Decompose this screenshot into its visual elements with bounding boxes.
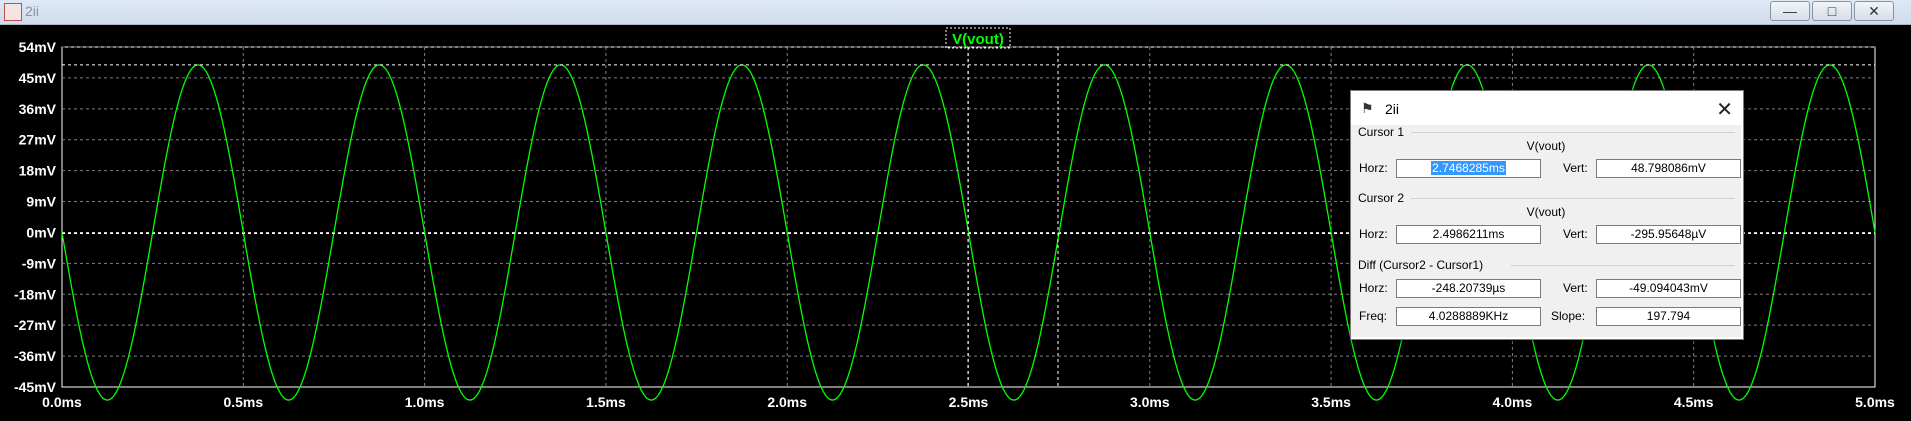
window-titlebar: 2ii — □ ✕ bbox=[0, 0, 1911, 25]
dialog-close-icon[interactable]: ✕ bbox=[1716, 99, 1733, 121]
cursor1-horz-label: Horz: bbox=[1359, 161, 1388, 175]
cursor2-vert-field[interactable]: -295.95648µV bbox=[1596, 225, 1741, 244]
cursor1-vert-label: Vert: bbox=[1563, 161, 1588, 175]
cursor1-horz-field[interactable]: 2.7468285ms bbox=[1396, 159, 1541, 178]
divider bbox=[1511, 265, 1735, 266]
x-tick-label: 1.5ms bbox=[586, 394, 626, 410]
maximize-button[interactable]: □ bbox=[1812, 1, 1852, 21]
trace-label: V(vout) bbox=[952, 31, 1004, 48]
close-icon: ✕ bbox=[1868, 2, 1880, 19]
app-icon bbox=[4, 3, 22, 21]
cursor2-horz-field[interactable]: 2.4986211ms bbox=[1396, 225, 1541, 244]
diff-vert-label: Vert: bbox=[1563, 281, 1588, 295]
close-button[interactable]: ✕ bbox=[1854, 1, 1894, 21]
divider bbox=[1411, 198, 1735, 199]
diff-horz-field[interactable]: -248.20739µs bbox=[1396, 279, 1541, 298]
cursor2-horz-label: Horz: bbox=[1359, 227, 1388, 241]
cursor2-trace: V(vout) bbox=[1526, 205, 1566, 219]
x-tick-label: 3.5ms bbox=[1311, 394, 1351, 410]
cursor2-vert-label: Vert: bbox=[1563, 227, 1588, 241]
diff-freq-field[interactable]: 4.0288889KHz bbox=[1396, 307, 1541, 326]
diff-horz-label: Horz: bbox=[1359, 281, 1388, 295]
x-tick-label: 4.0ms bbox=[1493, 394, 1533, 410]
y-tick-label: 54mV bbox=[19, 39, 57, 55]
y-tick-label: -45mV bbox=[14, 379, 57, 395]
trace-vout bbox=[61, 64, 1876, 401]
minimize-icon: — bbox=[1783, 3, 1797, 19]
cursor1-vert-field[interactable]: 48.798086mV bbox=[1596, 159, 1741, 178]
y-tick-label: -9mV bbox=[22, 255, 57, 271]
x-tick-label: 4.5ms bbox=[1674, 394, 1714, 410]
y-tick-label: -36mV bbox=[14, 348, 57, 364]
divider bbox=[1411, 132, 1735, 133]
window-title: 2ii bbox=[25, 3, 40, 19]
diff-freq-label: Freq: bbox=[1359, 309, 1388, 323]
y-tick-label: 0mV bbox=[26, 224, 56, 240]
cursor-dialog[interactable]: ⚑ 2ii ✕ Cursor 1 V(vout) Horz: 2.7468285… bbox=[1350, 90, 1744, 340]
maximize-icon: □ bbox=[1827, 3, 1837, 19]
y-tick-label: 45mV bbox=[19, 70, 57, 86]
y-tick-label: 36mV bbox=[19, 101, 57, 117]
minimize-button[interactable]: — bbox=[1770, 1, 1810, 21]
trace-label-box bbox=[945, 27, 1011, 49]
x-tick-label: 0.5ms bbox=[223, 394, 263, 410]
cursor1-horz-value: 2.7468285ms bbox=[1431, 161, 1506, 175]
y-tick-label: -27mV bbox=[14, 317, 57, 333]
diff-slope-label: Slope: bbox=[1551, 309, 1586, 323]
cursor1-label: Cursor 1 bbox=[1358, 125, 1405, 139]
diff-slope-field[interactable]: 197.794 bbox=[1596, 307, 1741, 326]
plot-canvas[interactable]: 54mV 45mV 36mV 27mV 18mV 9mV 0mV -9mV -18mV -27mV… bbox=[0, 25, 1911, 421]
x-tick-label: 0.0ms bbox=[42, 394, 82, 410]
cursor-panel: Cursor 1 V(vout) Horz: 2.7468285ms Vert:… bbox=[1351, 125, 1741, 337]
y-tick-label: 18mV bbox=[19, 163, 57, 179]
x-tick-label: 5.0ms bbox=[1855, 394, 1895, 410]
diff-label: Diff (Cursor2 - Cursor1) bbox=[1358, 258, 1484, 272]
dialog-title: 2ii bbox=[1385, 101, 1400, 117]
y-tick-label: 27mV bbox=[19, 132, 57, 148]
y-tick-label: 9mV bbox=[26, 194, 56, 210]
y-tick-label: -18mV bbox=[14, 286, 57, 302]
x-tick-label: 2.5ms bbox=[949, 394, 989, 410]
x-tick-label: 3.0ms bbox=[1130, 394, 1170, 410]
probe-icon: ⚑ bbox=[1361, 100, 1374, 116]
cursor2-label: Cursor 2 bbox=[1358, 191, 1405, 205]
x-tick-label: 2.0ms bbox=[767, 394, 807, 410]
cursor1-trace: V(vout) bbox=[1526, 139, 1566, 153]
diff-vert-field[interactable]: -49.094043mV bbox=[1596, 279, 1741, 298]
x-tick-label: 1.0ms bbox=[405, 394, 445, 410]
